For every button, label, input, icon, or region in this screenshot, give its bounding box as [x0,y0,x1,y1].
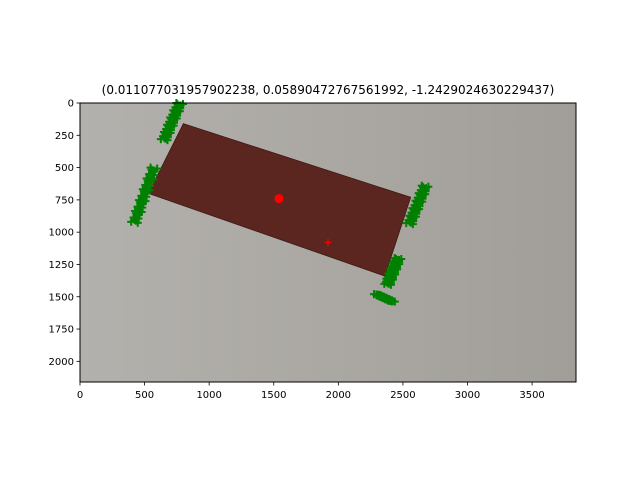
x-tick-label: 1000 [196,390,221,401]
y-tick-label: 1250 [49,260,74,271]
y-tick-label: 0 [68,99,74,110]
green-plus-marker [386,280,395,289]
red-plus-marker [324,239,332,246]
x-tick-label: 3000 [455,390,480,401]
red-markers [274,194,332,246]
x-tick-label: 2000 [326,390,351,401]
y-axis: 0 250 500 750 1000 1250 1500 1750 2000 [49,99,80,368]
green-plus-marker [133,218,142,227]
green-plus-marker [408,220,417,229]
y-tick-label: 1500 [49,292,74,303]
x-tick-label: 1500 [261,390,286,401]
x-tick-label: 500 [135,390,154,401]
red-circle-marker [274,194,284,204]
y-tick-label: 750 [55,195,74,206]
x-tick-label: 2500 [390,390,415,401]
chart-title: (0.011077031957902238, 0.058904727675619… [102,83,555,97]
x-tick-label: 3500 [519,390,544,401]
y-tick-label: 500 [55,163,74,174]
x-tick-label: 0 [77,390,83,401]
green-plus-marker [390,297,399,306]
green-marker-clusters [127,99,433,306]
green-plus-marker [163,136,172,145]
plot-area [79,99,577,383]
y-tick-label: 1750 [49,325,74,336]
y-tick-label: 250 [55,131,74,142]
x-axis: 0 500 1000 1500 2000 2500 3000 3500 [77,382,545,401]
y-tick-label: 2000 [49,357,74,368]
y-tick-label: 1000 [49,228,74,239]
axes-frame [79,102,577,383]
